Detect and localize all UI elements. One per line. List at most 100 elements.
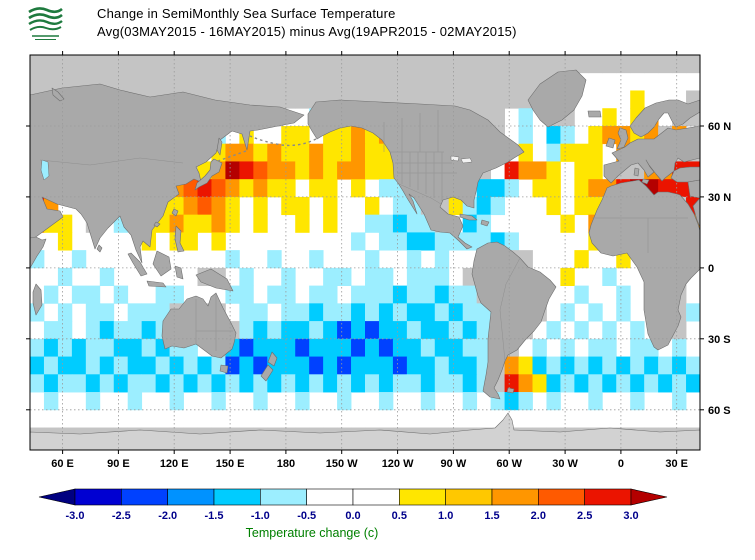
sst-anomaly-cell (476, 90, 492, 109)
sst-anomaly-cell (309, 285, 324, 304)
lon-tick-label: 30 E (665, 458, 688, 470)
sst-anomaly-cell (197, 356, 212, 375)
landmass-sri-lanka (96, 244, 103, 253)
sst-anomaly-cell (392, 72, 408, 91)
sst-anomaly-cell (420, 356, 436, 375)
sst-anomaly-cell (546, 55, 561, 74)
logo-wave-icon (28, 19, 63, 26)
sst-anomaly-cell (365, 161, 380, 180)
sst-anomaly-cell (546, 321, 561, 340)
sst-anomaly-cell (337, 321, 352, 340)
sst-anomaly-cell (406, 72, 422, 91)
sst-anomaly-cell (574, 356, 589, 375)
sst-anomaly-cell (406, 338, 422, 357)
sst-anomaly-cell (113, 55, 129, 74)
sst-anomaly-cell (211, 374, 226, 393)
sst-anomaly-cell (337, 303, 352, 322)
sst-anomaly-cell (546, 356, 561, 375)
sst-anomaly-cell (588, 374, 603, 393)
sst-anomaly-cell (239, 267, 254, 287)
sst-anomaly-cell (57, 356, 73, 375)
landmass-scandinavia (629, 99, 701, 138)
sst-anomaly-cell (365, 196, 380, 216)
colorbar-segment (445, 488, 493, 506)
sst-anomaly-cell (253, 356, 268, 375)
sst-anomaly-cell (672, 179, 687, 198)
sst-anomaly-cell (560, 125, 575, 145)
sst-anomaly-cell (267, 90, 282, 109)
sst-anomaly-cell (30, 374, 45, 393)
sst-anomaly-cell (85, 321, 101, 340)
sst-anomaly-cell (546, 374, 561, 393)
sst-anomaly-cell (378, 303, 394, 322)
sst-anomaly-cell (616, 55, 631, 74)
sst-anomaly-cell (225, 250, 240, 269)
sst-anomaly-cell (434, 232, 450, 251)
sst-anomaly-cell (295, 338, 310, 357)
landmass-africa (588, 179, 701, 351)
sst-anomaly-cell (281, 338, 296, 357)
sst-anomaly-cell (99, 356, 115, 375)
sst-anomaly-cell (644, 356, 659, 375)
sst-anomaly-cell (239, 161, 254, 180)
sst-anomaly-cell (476, 321, 492, 340)
sst-anomaly-cell (323, 321, 338, 340)
sst-anomaly-cell (518, 161, 533, 180)
sst-anomaly-cell (462, 321, 478, 340)
sst-anomaly-cell (351, 303, 366, 322)
landmass-north-america (307, 99, 525, 250)
sst-anomaly-cell (295, 143, 310, 162)
sst-anomaly-cell (281, 321, 296, 340)
sst-anomaly-cell (169, 356, 184, 375)
sst-anomaly-cell (420, 338, 436, 357)
landmass-levant-mesopotamia (687, 179, 701, 199)
sst-anomaly-cell (225, 356, 240, 375)
sst-anomaly-cell (504, 392, 519, 411)
sst-anomaly-cell (323, 161, 338, 180)
landmass-falkland-islands (506, 387, 515, 394)
sst-anomaly-cell (281, 125, 296, 145)
sst-anomaly-cell (43, 338, 59, 357)
sst-anomaly-cell (225, 143, 240, 162)
sst-anomaly-cell (43, 55, 59, 74)
sst-anomaly-cell (169, 214, 184, 233)
sst-anomaly-cell (99, 338, 115, 357)
sst-anomaly-cell (602, 55, 617, 74)
sst-anomaly-cell (71, 374, 87, 393)
sst-anomaly-cell (85, 338, 101, 357)
landmass-greenland (527, 69, 587, 128)
sst-anomaly-cell (518, 356, 533, 375)
sst-anomaly-cell (448, 303, 464, 322)
colorbar-segment (213, 488, 261, 506)
landmass-borneo (152, 250, 172, 277)
colorbar-segment (260, 488, 307, 506)
sst-anomaly-cell (267, 321, 282, 340)
sst-anomaly-cell (239, 356, 254, 375)
sst-anomaly-cell (518, 108, 533, 127)
sst-anomaly-cell (30, 356, 45, 375)
sst-anomaly-cell (686, 374, 701, 393)
sst-anomaly-cell (434, 321, 450, 340)
sst-anomaly-cell (155, 356, 170, 375)
sst-anomaly-cell (365, 214, 380, 233)
sst-anomaly-cell (616, 303, 631, 322)
sst-anomaly-cell (560, 55, 575, 74)
colorbar-tick-label: 3.0 (623, 510, 638, 522)
sst-anomaly-cell (420, 55, 436, 74)
sst-anomaly-cell (462, 374, 478, 393)
sst-anomaly-cell (183, 232, 198, 251)
sst-anomaly-cell (211, 392, 226, 411)
sst-anomaly-cell (253, 55, 268, 74)
lat-tick-label: 60 S (708, 405, 731, 417)
colorbar-arrow-right (630, 488, 668, 506)
figure-title: Change in SemiMonthly Sea Surface Temper… (97, 6, 396, 21)
sst-anomaly-cell (197, 72, 212, 91)
sst-anomaly-cell (351, 143, 366, 162)
sst-anomaly-cell (602, 356, 617, 375)
sst-anomaly-cell (309, 338, 324, 357)
sst-anomaly-cell (420, 321, 436, 340)
sst-anomaly-cell (546, 161, 561, 180)
sst-anomaly-cell (337, 338, 352, 357)
